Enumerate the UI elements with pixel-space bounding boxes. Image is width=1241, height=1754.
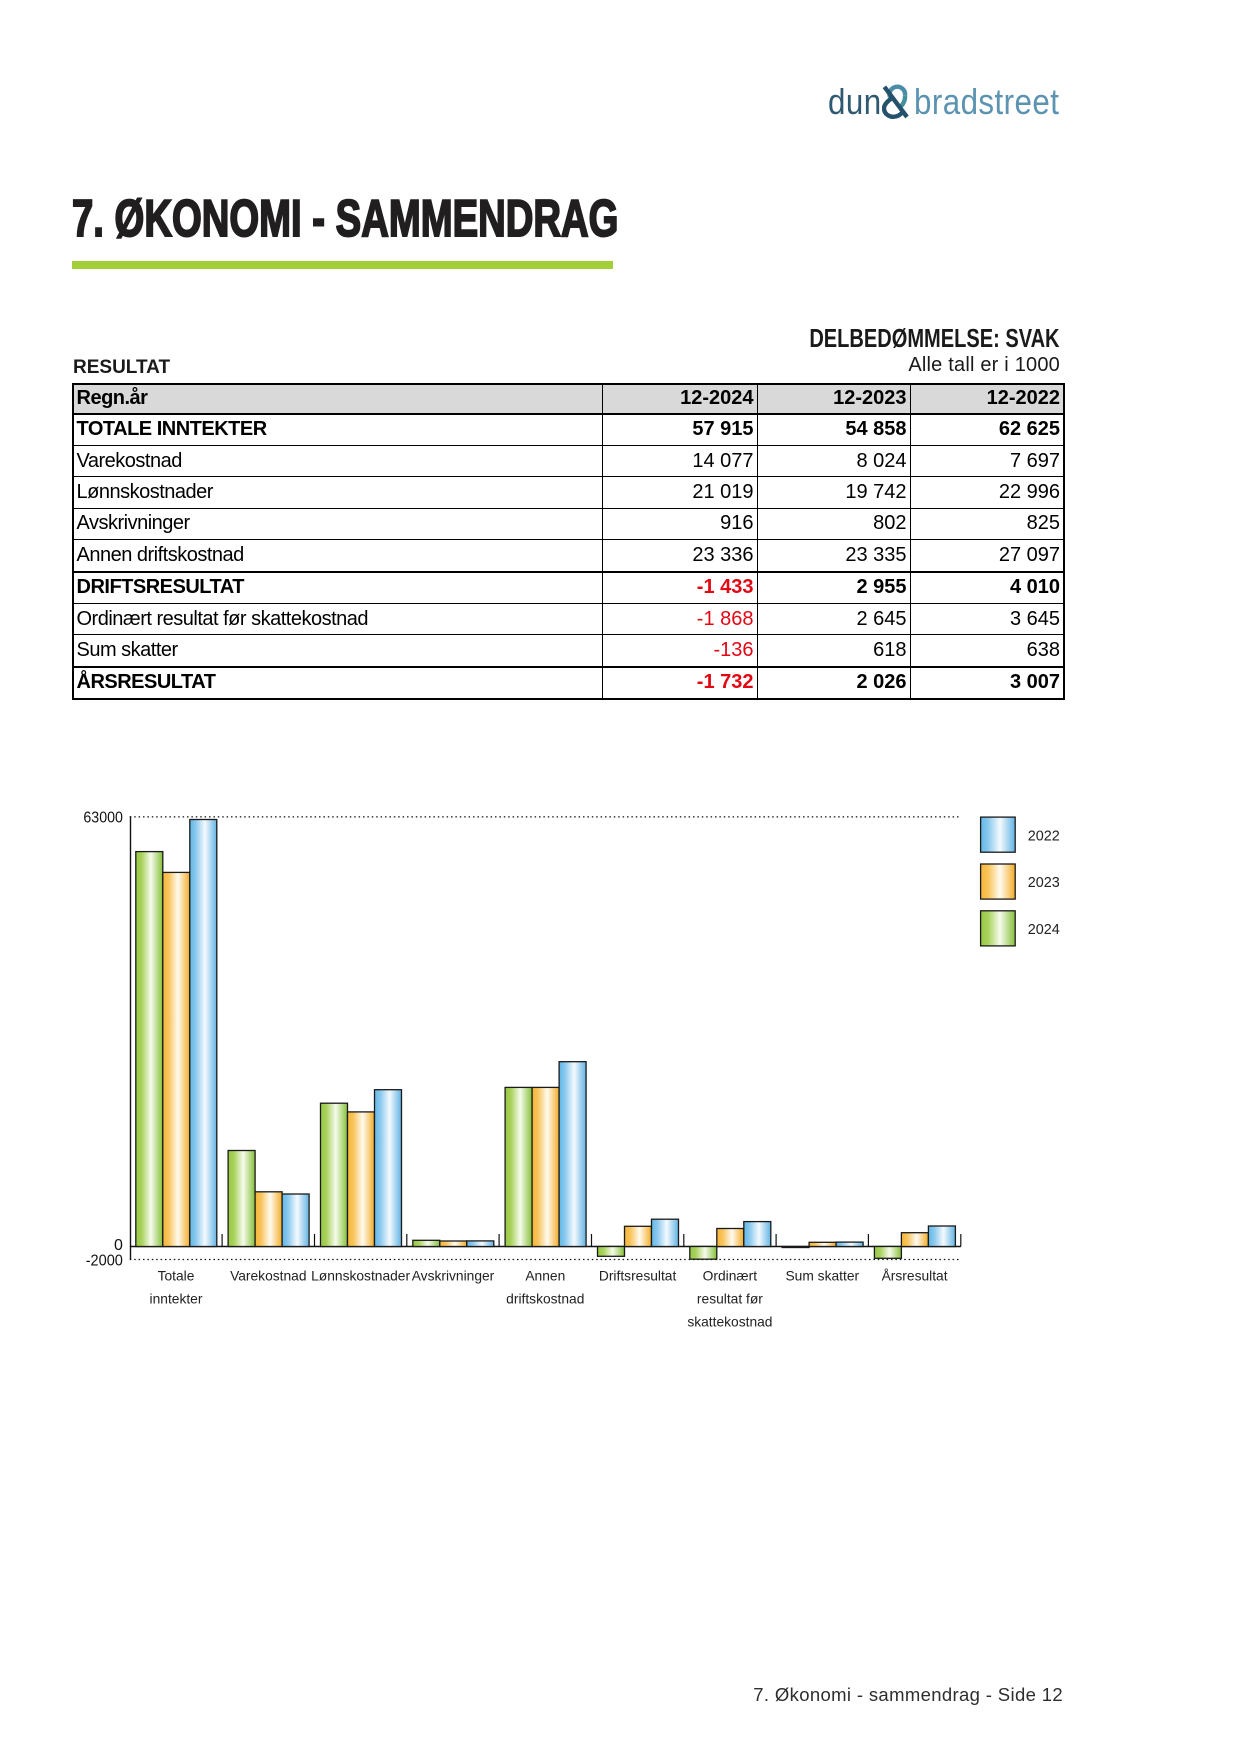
svg-text:Driftsresultat: Driftsresultat <box>599 1269 677 1284</box>
svg-text:2022: 2022 <box>1028 828 1060 844</box>
svg-text:skattekostnad: skattekostnad <box>687 1315 772 1330</box>
svg-text:Totale: Totale <box>158 1269 195 1284</box>
svg-text:Avskrivninger: Avskrivninger <box>412 1269 495 1284</box>
svg-text:0: 0 <box>114 1237 123 1254</box>
svg-text:inntekter: inntekter <box>150 1292 203 1307</box>
svg-text:Lønnskostnader: Lønnskostnader <box>311 1269 410 1284</box>
svg-text:Ordinært: Ordinært <box>703 1269 758 1284</box>
svg-text:resultat før: resultat før <box>697 1292 763 1307</box>
svg-text:2023: 2023 <box>1028 875 1060 891</box>
svg-text:driftskostnad: driftskostnad <box>506 1292 584 1307</box>
svg-text:Årsresultat: Årsresultat <box>882 1268 948 1284</box>
svg-text:Annen: Annen <box>525 1269 565 1284</box>
svg-text:-2000: -2000 <box>86 1252 123 1269</box>
svg-text:2024: 2024 <box>1028 922 1060 938</box>
svg-text:Sum skatter: Sum skatter <box>785 1269 859 1284</box>
svg-text:63000: 63000 <box>83 809 123 826</box>
svg-text:Varekostnad: Varekostnad <box>230 1269 306 1284</box>
